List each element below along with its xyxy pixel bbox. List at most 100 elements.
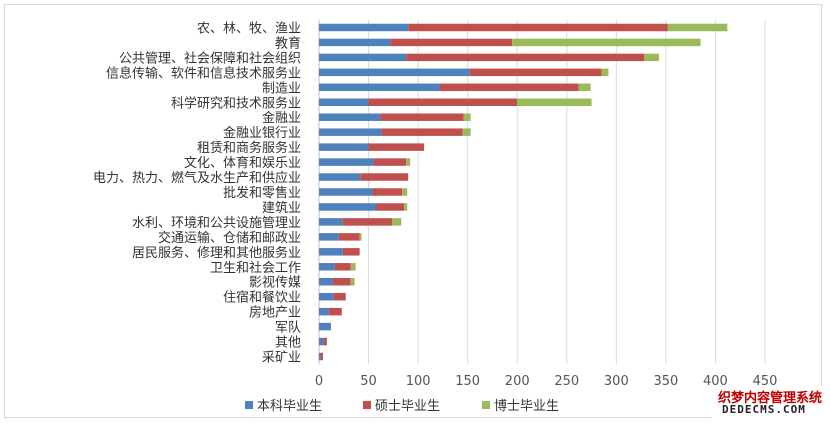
- category-label: 居民服务、修理和其他服务业: [132, 245, 301, 261]
- bar-segment: [338, 233, 360, 241]
- bar-segment: [319, 173, 361, 181]
- bar-segment: [350, 278, 355, 286]
- bar-segment: [342, 248, 360, 256]
- x-tick-label: 100: [406, 374, 431, 389]
- bar-segment: [319, 278, 333, 286]
- bar-segment: [319, 352, 321, 361]
- category-label: 军队: [275, 321, 301, 336]
- legend-swatch: [245, 401, 253, 409]
- watermark-title: 织梦内容管理系统: [718, 391, 823, 406]
- bar-segment: [402, 188, 408, 196]
- category-label: 教育: [275, 35, 301, 51]
- x-tick-labels: 0 50 100 150 200 250 300 350 400 450: [315, 374, 778, 389]
- legend-swatch: [363, 401, 371, 409]
- bar-segment: [372, 188, 403, 196]
- bar-segment: [469, 68, 602, 77]
- bar-segment: [517, 98, 592, 106]
- legend: 本科毕业生 硕士毕业生 博士毕业生: [245, 399, 559, 414]
- bar-segment: [644, 53, 659, 62]
- category-label: 金融业银行业: [223, 125, 301, 141]
- bar-segment: [319, 98, 369, 106]
- bars: [319, 23, 728, 361]
- bar-segment: [319, 38, 391, 47]
- category-label: 农、林、牧、渔业: [197, 21, 301, 36]
- category-label: 水利、环境和公共设施管理业: [132, 216, 301, 231]
- category-label: 信息传输、软件和信息技术服务业: [106, 65, 301, 81]
- bar-segment: [512, 38, 701, 47]
- bar-segment: [319, 23, 409, 32]
- bar-segment: [319, 158, 374, 166]
- legend-label: 博士毕业生: [494, 399, 559, 414]
- bar-segment: [319, 83, 440, 92]
- bar-segment: [368, 98, 518, 106]
- bar-segment: [319, 218, 343, 226]
- x-tick-label: 250: [554, 374, 579, 389]
- bar-segment: [667, 23, 728, 32]
- category-labels: 农、林、牧、渔业教育公共管理、社会保障和社会组织信息传输、软件和信息技术服务业制…: [93, 21, 301, 365]
- x-tick-label: 0: [315, 374, 323, 389]
- bar-segment: [319, 233, 339, 241]
- x-tick-label: 400: [703, 374, 728, 389]
- bar-segment: [319, 188, 373, 196]
- bar-segment: [342, 218, 393, 226]
- bar-segment: [319, 53, 407, 62]
- category-label: 公共管理、社会保障和社会组织: [119, 50, 301, 66]
- bar-segment: [359, 233, 362, 241]
- bar-segment: [350, 263, 356, 271]
- bar-segment: [319, 307, 329, 316]
- category-label: 其他: [275, 336, 301, 351]
- bar-segment: [381, 128, 463, 136]
- bar-segment: [392, 218, 402, 226]
- bar-segment: [368, 143, 425, 151]
- bar-segment: [463, 113, 471, 121]
- category-label: 交通运输、仓储和邮政业: [158, 230, 301, 246]
- category-label: 房地产业: [249, 305, 301, 321]
- bar-segment: [319, 203, 377, 211]
- bar-segment: [333, 292, 346, 301]
- x-tick-label: 450: [753, 374, 778, 389]
- bar-segment: [390, 38, 513, 47]
- bar-segment: [408, 23, 668, 32]
- bar-segment: [578, 83, 591, 92]
- category-label: 批发和零售业: [223, 185, 301, 201]
- x-tick-label: 300: [604, 374, 629, 389]
- watermark-logo: 织梦内容管理系统 DEDECMS.COM: [712, 386, 824, 420]
- bar-segment: [601, 68, 609, 77]
- bar-segment: [319, 128, 382, 136]
- bar-segment: [319, 292, 334, 301]
- x-tick-label: 150: [455, 374, 480, 389]
- bar-segment: [380, 113, 464, 121]
- category-label: 影视传媒: [249, 276, 301, 291]
- bar-segment: [319, 68, 470, 77]
- bar-segment: [360, 173, 409, 181]
- category-label: 科学研究和技术服务业: [171, 95, 301, 111]
- category-label: 制造业: [262, 81, 301, 96]
- legend-label: 本科毕业生: [257, 399, 322, 414]
- bar-segment: [319, 337, 324, 346]
- bar-segment: [373, 158, 407, 166]
- category-label: 文化、体育和娱乐业: [184, 155, 301, 171]
- bar-segment: [462, 128, 471, 136]
- category-label: 租赁和商务服务业: [197, 140, 301, 156]
- bar-segment: [319, 322, 331, 331]
- x-tick-label: 50: [360, 374, 377, 389]
- bar-segment: [332, 278, 351, 286]
- bar-segment: [319, 248, 343, 256]
- bar-segment: [319, 263, 335, 271]
- category-label: 金融业: [262, 110, 301, 126]
- bar-segment: [320, 352, 323, 361]
- bar-segment: [376, 203, 405, 211]
- grid-lines: [318, 20, 766, 364]
- category-label: 住宿和餐饮业: [223, 290, 301, 306]
- category-label: 卫生和社会工作: [210, 260, 301, 276]
- x-tick-label: 200: [505, 374, 530, 389]
- watermark-domain: DEDECMS.COM: [722, 403, 806, 416]
- x-tick-label: 350: [653, 374, 678, 389]
- bar-segment: [323, 337, 327, 346]
- category-label: 电力、热力、燃气及水生产和供应业: [93, 170, 301, 186]
- bar-segment: [406, 158, 411, 166]
- category-label: 采矿业: [262, 351, 301, 366]
- legend-label: 硕士毕业生: [375, 399, 440, 414]
- bar-segment: [439, 83, 579, 92]
